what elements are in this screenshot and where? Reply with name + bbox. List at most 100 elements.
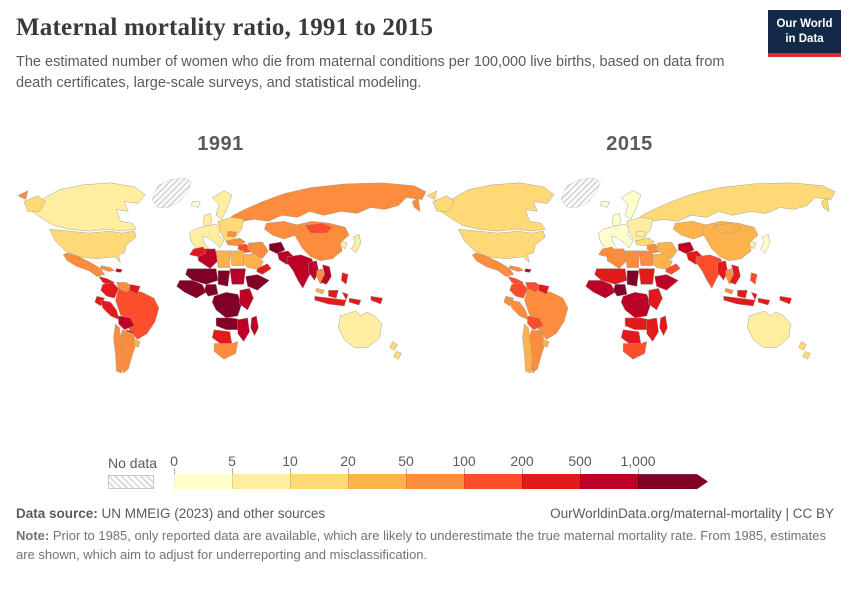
region-new_zealand[interactable] <box>797 341 811 360</box>
region-png[interactable] <box>779 296 792 305</box>
region-cuba[interactable] <box>509 265 524 272</box>
region-egypt[interactable] <box>638 250 653 267</box>
region-cuba[interactable] <box>100 265 115 272</box>
region-iraq[interactable] <box>646 243 661 254</box>
region-yemen_oman[interactable] <box>255 263 271 275</box>
region-central_asia[interactable] <box>672 221 707 240</box>
region-south_africa[interactable] <box>622 341 647 360</box>
region-chile[interactable] <box>112 323 124 374</box>
region-hispaniola[interactable] <box>523 268 532 273</box>
legend-bin-0[interactable] <box>174 474 232 490</box>
region-romania[interactable] <box>635 231 646 238</box>
region-colombia[interactable] <box>100 282 119 299</box>
region-malaysia[interactable] <box>314 288 325 295</box>
region-ecuador[interactable] <box>94 296 105 307</box>
region-china[interactable] <box>701 221 758 262</box>
region-indonesia[interactable] <box>313 290 361 307</box>
legend-bin-200[interactable] <box>522 474 580 490</box>
region-greenland[interactable] <box>151 177 192 208</box>
region-scandinavia[interactable] <box>211 190 232 220</box>
region-russia[interactable] <box>426 182 835 224</box>
region-iraq[interactable] <box>237 243 252 254</box>
region-philippines[interactable] <box>340 272 348 285</box>
region-canada[interactable] <box>440 182 554 232</box>
region-scandinavia[interactable] <box>620 190 641 220</box>
region-bolivia[interactable] <box>117 315 134 331</box>
region-iran[interactable] <box>655 241 678 260</box>
region-chad[interactable] <box>217 270 230 287</box>
legend-bin-50[interactable] <box>406 474 464 490</box>
region-guyanas[interactable] <box>128 284 140 295</box>
region-chile[interactable] <box>521 323 533 374</box>
region-horn[interactable] <box>244 274 270 291</box>
region-alaska[interactable] <box>23 195 46 212</box>
region-east_africa[interactable] <box>239 288 254 311</box>
region-japan[interactable] <box>350 234 361 254</box>
region-morocco[interactable] <box>188 246 206 258</box>
world-map-2015[interactable] <box>423 172 837 379</box>
region-west_africa[interactable] <box>584 280 615 299</box>
region-egypt[interactable] <box>229 250 244 267</box>
legend-bin-500[interactable] <box>580 474 638 490</box>
region-mozambique_zimbabwe[interactable] <box>646 317 659 342</box>
region-central_asia[interactable] <box>263 221 298 240</box>
region-mexico[interactable] <box>471 252 514 277</box>
region-usa[interactable] <box>457 229 545 264</box>
region-china[interactable] <box>292 221 349 262</box>
region-central_africa[interactable] <box>620 292 651 319</box>
region-nigeria[interactable] <box>612 284 627 297</box>
region-west_europe[interactable] <box>597 224 633 252</box>
legend-bin-20[interactable] <box>348 474 406 490</box>
region-namibia_botswana[interactable] <box>211 329 232 344</box>
region-romania[interactable] <box>226 231 237 238</box>
region-afghanistan[interactable] <box>268 241 285 255</box>
region-iran[interactable] <box>246 241 269 260</box>
region-india[interactable] <box>695 254 725 289</box>
owid-link[interactable]: OurWorldinData.org/maternal-mortality | … <box>550 506 834 522</box>
region-libya[interactable] <box>215 250 230 268</box>
region-greenland[interactable] <box>560 177 601 208</box>
region-turkey[interactable] <box>225 237 246 247</box>
region-guyanas[interactable] <box>537 284 549 295</box>
region-sudan[interactable] <box>229 268 246 285</box>
legend-bin-10[interactable] <box>290 474 348 490</box>
region-australia[interactable] <box>746 310 791 348</box>
region-east_europe[interactable] <box>217 217 244 244</box>
owid-logo[interactable]: Our World in Data <box>768 10 841 57</box>
legend-no-data-swatch[interactable] <box>108 475 154 490</box>
region-madagascar[interactable] <box>658 315 668 337</box>
region-india[interactable] <box>286 254 316 289</box>
region-korea[interactable] <box>748 240 756 250</box>
region-uk[interactable] <box>611 213 621 229</box>
region-usa[interactable] <box>48 229 136 264</box>
legend-bin-1000[interactable] <box>638 474 708 489</box>
region-philippines[interactable] <box>749 272 757 285</box>
region-namibia_botswana[interactable] <box>620 329 641 344</box>
world-map-1991[interactable] <box>14 172 428 379</box>
region-east_europe[interactable] <box>626 217 653 244</box>
region-hispaniola[interactable] <box>114 268 123 273</box>
region-central_africa[interactable] <box>211 292 242 319</box>
region-afghanistan[interactable] <box>677 241 694 255</box>
region-png[interactable] <box>370 296 383 305</box>
region-argentina[interactable] <box>528 329 545 374</box>
region-canada[interactable] <box>31 182 145 232</box>
region-indochina[interactable] <box>319 264 332 285</box>
region-uruguay[interactable] <box>541 339 549 348</box>
region-indochina[interactable] <box>728 264 741 285</box>
legend-bin-5[interactable] <box>232 474 290 490</box>
region-alaska[interactable] <box>432 195 455 212</box>
region-mexico[interactable] <box>62 252 105 277</box>
region-uruguay[interactable] <box>132 339 140 348</box>
region-chad[interactable] <box>626 270 639 287</box>
region-east_africa[interactable] <box>648 288 663 311</box>
region-west_europe[interactable] <box>188 224 224 252</box>
region-australia[interactable] <box>337 310 382 348</box>
region-iceland[interactable] <box>599 201 610 208</box>
region-colombia[interactable] <box>509 282 528 299</box>
region-mozambique_zimbabwe[interactable] <box>237 317 250 342</box>
region-ecuador[interactable] <box>503 296 514 307</box>
legend-bin-100[interactable] <box>464 474 522 490</box>
region-bolivia[interactable] <box>526 315 543 331</box>
region-iceland[interactable] <box>190 201 201 208</box>
